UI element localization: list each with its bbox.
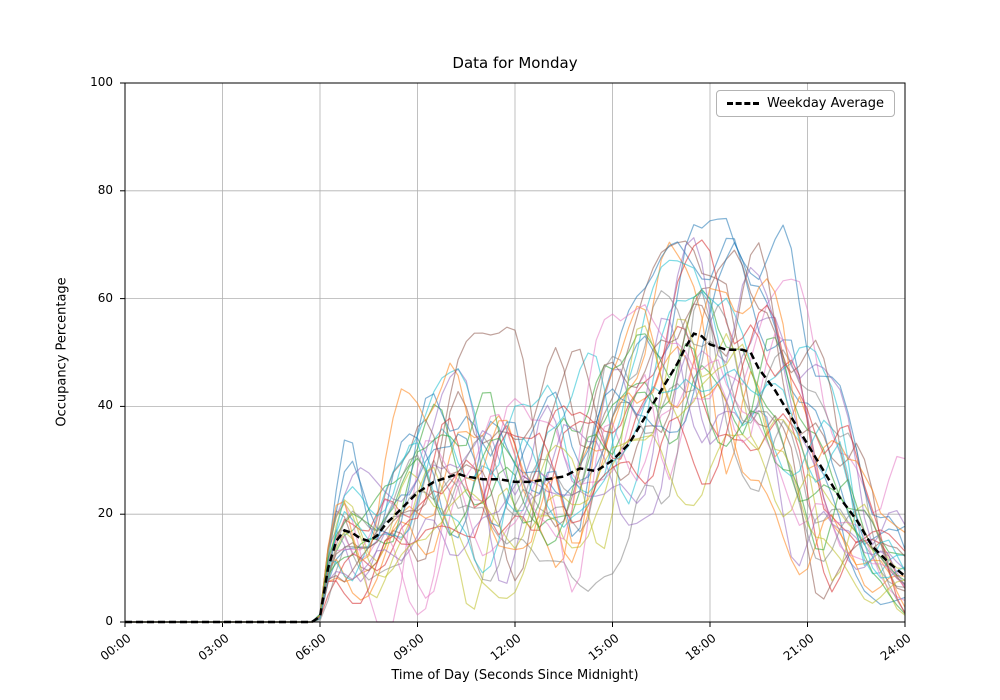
legend: Weekday Average: [715, 90, 895, 117]
chart-canvas: [120, 82, 906, 627]
y-tick-label: 80: [97, 182, 113, 197]
y-tick-label: 20: [97, 506, 113, 521]
legend-label: Weekday Average: [766, 96, 884, 111]
y-tick-label: 0: [105, 614, 113, 628]
x-axis-label: Time of Day (Seconds Since Midnight): [391, 668, 639, 683]
y-tick-label: 60: [97, 290, 113, 305]
y-tick-label: 100: [90, 75, 113, 89]
plot-area: Weekday Average: [120, 82, 906, 627]
dashed-line-sample: [726, 102, 759, 105]
plot-border: [124, 82, 906, 623]
chart-title: Data for Monday: [452, 54, 578, 72]
y-tick-label: 40: [97, 398, 113, 413]
average-line: [125, 332, 906, 624]
